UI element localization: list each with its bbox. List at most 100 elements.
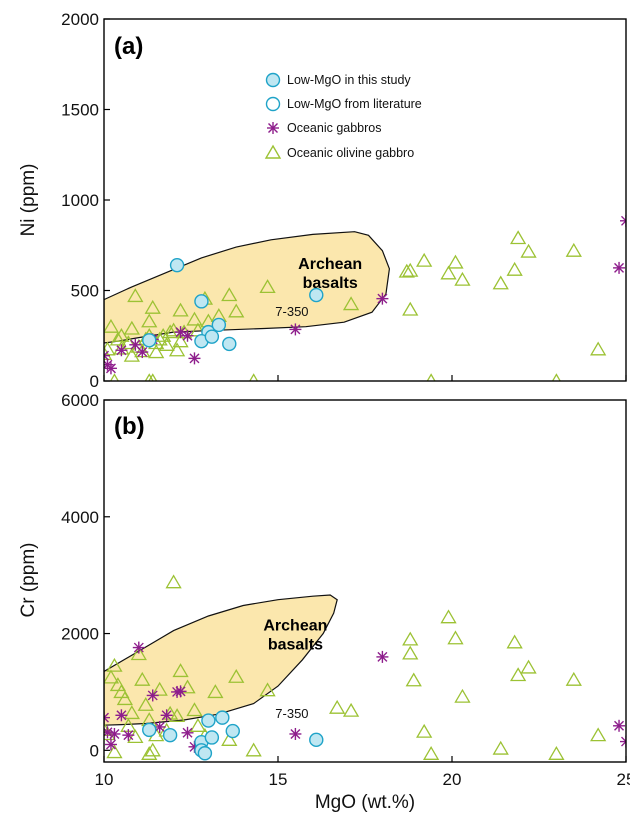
olivine-gabbro-point xyxy=(440,265,457,280)
oceanic-gabbro-point xyxy=(188,352,201,365)
oceanic-gabbro-point xyxy=(613,261,626,274)
panel-b-cr-plot: 0 2000 4000 6000 10 15 20 25 (b) Archean basalt… xyxy=(18,391,630,813)
olivine-gabbro-point xyxy=(127,729,144,744)
olivine-gabbro-point xyxy=(447,630,464,645)
olivine-gabbro-point xyxy=(186,311,203,326)
legend-marker-triangle xyxy=(264,144,282,159)
oceanic-gabbro-point xyxy=(620,735,626,748)
olivine-gabbro-point xyxy=(116,691,134,706)
olivine-gabbro-point xyxy=(259,279,276,294)
oceanic-gabbro-point xyxy=(136,346,149,359)
olivine-gabbro-point xyxy=(228,303,245,318)
oceanic-gabbro-point xyxy=(104,738,117,751)
olivine-gabbro-point xyxy=(127,288,144,303)
low-mgo-study-point xyxy=(215,710,230,725)
olivine-gabbro-point xyxy=(137,696,154,711)
x-tick-label: 25 xyxy=(617,770,630,789)
legend-marker-asterisk xyxy=(267,122,279,134)
legend-item-study: Low-MgO in this study xyxy=(265,72,411,88)
oceanic-gabbro-point xyxy=(115,344,128,357)
annotation-7-350-a: 7-350 xyxy=(275,304,308,319)
olivine-gabbro-point xyxy=(342,296,360,311)
olivine-gabbro-point xyxy=(123,347,140,362)
oceanic-gabbro-point xyxy=(620,214,626,227)
oceanic-gabbro-point xyxy=(122,729,135,742)
legend-label-literature: Low-MgO from literature xyxy=(287,97,422,111)
region-label-a-line2: basalts xyxy=(303,275,358,292)
olivine-gabbro-point xyxy=(123,320,140,335)
low-mgo-study-point xyxy=(225,723,240,739)
legend-marker-circle-filled xyxy=(265,72,281,88)
olivine-gabbro-point xyxy=(144,299,161,314)
olivine-gabbro-point xyxy=(186,702,203,717)
olivine-gabbro-point xyxy=(106,657,123,672)
olivine-gabbro-point xyxy=(165,322,182,337)
olivine-gabbro-point xyxy=(509,667,527,682)
olivine-gabbro-point xyxy=(151,681,168,696)
legend-marker-circle-open xyxy=(265,96,281,112)
olivine-gabbro-point xyxy=(228,668,245,683)
olivine-gabbro-point xyxy=(402,645,419,660)
oceanic-gabbro-point xyxy=(181,726,194,739)
oceanic-gabbro-point xyxy=(153,720,166,733)
olivine-gabbro-point xyxy=(158,337,175,351)
olivine-gabbro-point xyxy=(454,271,471,286)
y-tick-label: 0 xyxy=(90,372,99,391)
y-tick-label: 1500 xyxy=(61,101,99,120)
y-tick-label: 4000 xyxy=(61,508,99,527)
olivine-gabbro-point xyxy=(221,732,238,746)
oceanic-gabbro-point xyxy=(289,323,302,336)
scatter-points-a xyxy=(104,214,626,381)
scatter-points-b xyxy=(104,574,626,761)
low-mgo-study-point xyxy=(142,722,157,738)
archean-basalts-polygon xyxy=(104,594,338,726)
olivine-gabbro-point xyxy=(106,744,123,759)
y-axis-title-a: Ni (ppm) xyxy=(18,164,39,237)
olivine-gabbro-point xyxy=(207,684,224,699)
olivine-gabbro-point xyxy=(548,746,565,760)
olivine-gabbro-point xyxy=(416,723,433,738)
olivine-gabbro-point xyxy=(416,252,433,267)
olivine-gabbro-point xyxy=(590,727,607,742)
olivine-gabbro-point xyxy=(398,263,415,278)
x-tick-label: 15 xyxy=(269,770,288,789)
ticks-b: 0 2000 4000 6000 10 15 20 25 xyxy=(61,391,630,789)
y-tick-label: 500 xyxy=(71,282,99,301)
olivine-gabbro-point xyxy=(134,671,151,686)
olivine-gabbro-point xyxy=(189,718,207,732)
low-mgo-study-point xyxy=(309,287,324,303)
low-mgo-study-point xyxy=(169,257,185,273)
annotation-7-350-b: 7-350 xyxy=(275,706,308,721)
olivine-gabbro-point xyxy=(565,242,582,257)
oceanic-gabbro-point xyxy=(376,650,389,663)
oceanic-gabbro-point xyxy=(613,719,626,732)
oceanic-gabbro-point xyxy=(104,349,110,362)
low-mgo-study-point xyxy=(204,329,220,344)
oceanic-gabbro-point xyxy=(146,689,159,702)
olivine-gabbro-point xyxy=(454,688,471,703)
legend-item-olivine-gabbro: Oceanic olivine gabbro xyxy=(264,144,414,160)
y-tick-label: 0 xyxy=(90,741,99,760)
olivine-gabbro-point xyxy=(402,262,419,277)
oceanic-gabbro-point xyxy=(174,685,187,698)
region-label-a-line1: Archean xyxy=(298,256,362,273)
olivine-gabbro-point xyxy=(123,705,140,720)
low-mgo-study-point xyxy=(197,746,213,761)
legend-item-oceanic-gabbros: Oceanic gabbros xyxy=(267,121,382,135)
archean-basalts-region-a xyxy=(104,231,391,344)
olivine-gabbro-point xyxy=(259,682,276,697)
panel-a-ni-plot: 0 500 1000 1500 2000 (a) Archean basalts 7-3… xyxy=(18,10,627,391)
low-mgo-study-point xyxy=(211,317,227,333)
olivine-gabbro-point xyxy=(509,230,527,245)
olivine-gabbro-point xyxy=(168,708,186,723)
olivine-gabbro-point xyxy=(447,254,464,269)
olivine-gabbro-point xyxy=(520,243,537,258)
legend-label-olivine-gabbro: Oceanic olivine gabbro xyxy=(287,146,414,160)
olivine-gabbro-point xyxy=(104,346,113,361)
olivine-gabbro-point xyxy=(172,663,189,678)
oceanic-gabbro-point xyxy=(160,709,173,722)
olivine-gabbro-point xyxy=(161,324,179,339)
olivine-gabbro-point xyxy=(148,344,165,359)
olivine-gabbro-point xyxy=(104,318,120,333)
